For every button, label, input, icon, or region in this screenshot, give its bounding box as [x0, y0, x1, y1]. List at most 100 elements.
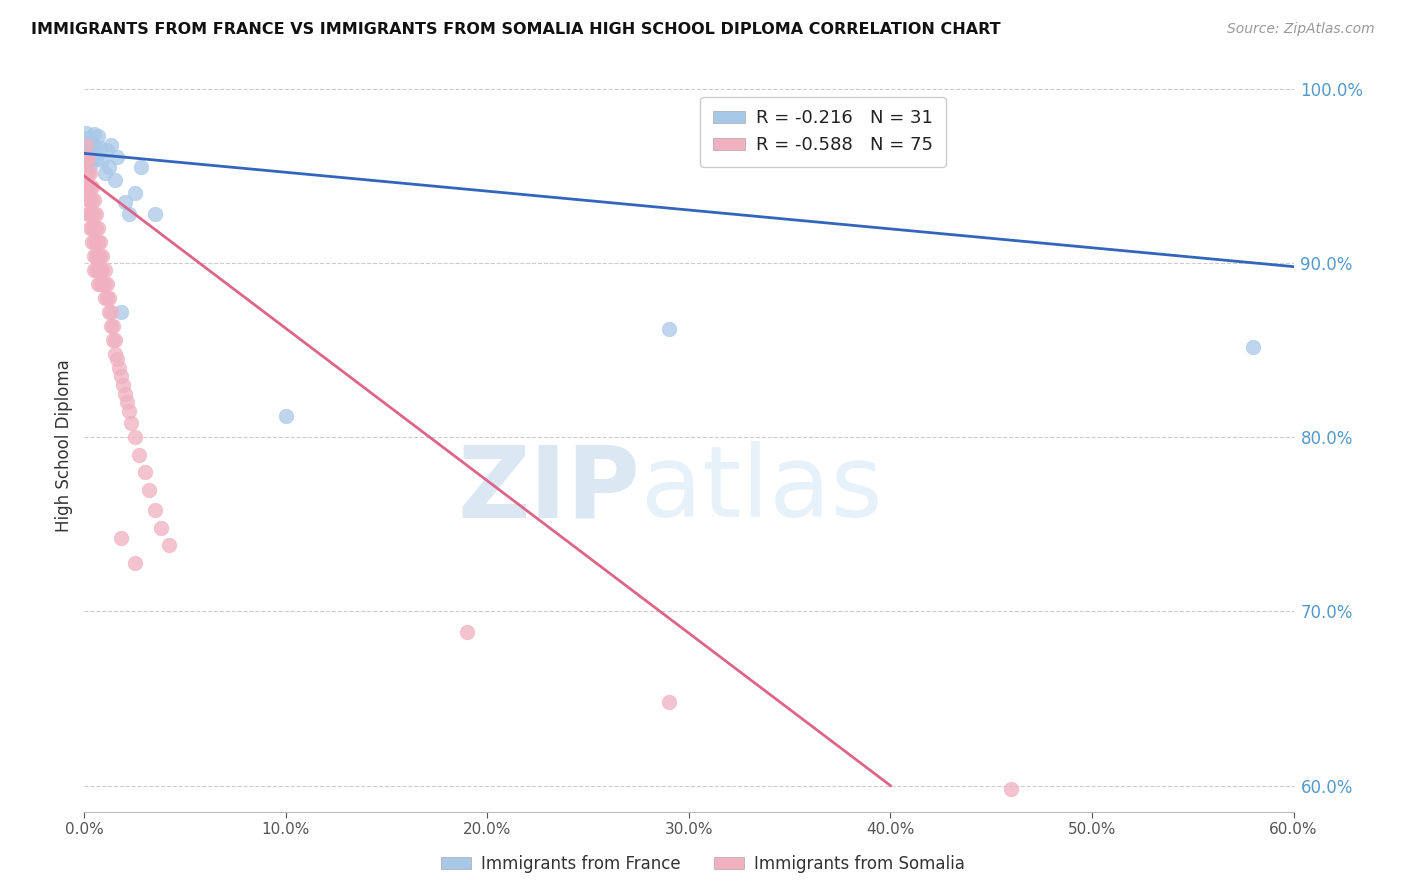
Point	[104, 347, 127, 361]
Point	[124, 430, 146, 444]
Legend: R = -0.216   N = 31, R = -0.588   N = 75: R = -0.216 N = 31, R = -0.588 N = 75	[700, 96, 946, 167]
Point	[77, 130, 100, 145]
Point	[157, 538, 180, 552]
Point	[79, 179, 101, 194]
Point	[100, 137, 122, 152]
Point	[83, 207, 105, 221]
Point	[107, 360, 129, 375]
Point	[77, 207, 100, 221]
Legend: Immigrants from France, Immigrants from Somalia: Immigrants from France, Immigrants from …	[434, 848, 972, 880]
Point	[105, 150, 128, 164]
Point	[93, 277, 115, 291]
Point	[82, 221, 104, 235]
Point	[89, 263, 111, 277]
Point	[79, 207, 101, 221]
Point	[79, 146, 101, 161]
Point	[104, 333, 127, 347]
Point	[149, 521, 172, 535]
Point	[89, 249, 111, 263]
Point	[456, 625, 478, 640]
Point	[79, 165, 101, 179]
Point	[96, 277, 118, 291]
Point	[77, 179, 100, 194]
Point	[91, 249, 114, 263]
Point	[86, 249, 108, 263]
Point	[79, 134, 101, 148]
Point	[93, 165, 115, 179]
Text: atlas: atlas	[641, 442, 882, 539]
Point	[120, 417, 142, 431]
Point	[77, 194, 100, 208]
Point	[124, 186, 146, 201]
Point	[138, 483, 160, 497]
Point	[658, 695, 681, 709]
Point	[83, 235, 105, 250]
Point	[129, 161, 152, 175]
Point	[86, 221, 108, 235]
Point	[89, 141, 111, 155]
Point	[87, 263, 110, 277]
Point	[89, 235, 111, 250]
Text: ZIP: ZIP	[458, 442, 641, 539]
Point	[110, 531, 132, 545]
Point	[97, 305, 120, 319]
Point	[82, 207, 104, 221]
Point	[91, 263, 114, 277]
Point	[101, 318, 124, 333]
Point	[143, 503, 166, 517]
Point	[77, 155, 100, 169]
Point	[77, 165, 100, 179]
Point	[93, 263, 115, 277]
Point	[86, 263, 108, 277]
Point	[110, 305, 132, 319]
Point	[96, 143, 118, 157]
Point	[87, 249, 110, 263]
Point	[86, 152, 108, 166]
Point	[79, 159, 101, 173]
Point	[274, 409, 297, 424]
Text: IMMIGRANTS FROM FRANCE VS IMMIGRANTS FROM SOMALIA HIGH SCHOOL DIPLOMA CORRELATIO: IMMIGRANTS FROM FRANCE VS IMMIGRANTS FRO…	[31, 22, 1001, 37]
Point	[1241, 340, 1264, 354]
Point	[75, 152, 97, 166]
Point	[75, 126, 97, 140]
Point	[91, 153, 114, 168]
Point	[111, 378, 134, 392]
Point	[87, 128, 110, 143]
Point	[83, 221, 105, 235]
Point	[91, 277, 114, 291]
Point	[82, 235, 104, 250]
Point	[87, 235, 110, 250]
Point	[114, 386, 136, 401]
Point	[105, 351, 128, 366]
Point	[97, 161, 120, 175]
Point	[128, 448, 150, 462]
Point	[75, 179, 97, 194]
Point	[104, 172, 127, 186]
Point	[83, 249, 105, 263]
Point	[77, 143, 100, 157]
Point	[110, 369, 132, 384]
Point	[75, 165, 97, 179]
Point	[82, 194, 104, 208]
Point	[77, 152, 100, 166]
Point	[87, 277, 110, 291]
Point	[115, 395, 138, 409]
Point	[1000, 782, 1022, 797]
Point	[87, 221, 110, 235]
Point	[75, 137, 97, 152]
Point	[83, 194, 105, 208]
Point	[100, 305, 122, 319]
Point	[83, 128, 105, 142]
Point	[83, 139, 105, 153]
Point	[118, 207, 141, 221]
Point	[93, 291, 115, 305]
Point	[96, 291, 118, 305]
Point	[89, 277, 111, 291]
Point	[86, 235, 108, 250]
Point	[143, 207, 166, 221]
Point	[114, 195, 136, 210]
Point	[124, 556, 146, 570]
Point	[75, 137, 97, 152]
Point	[658, 322, 681, 336]
Point	[79, 194, 101, 208]
